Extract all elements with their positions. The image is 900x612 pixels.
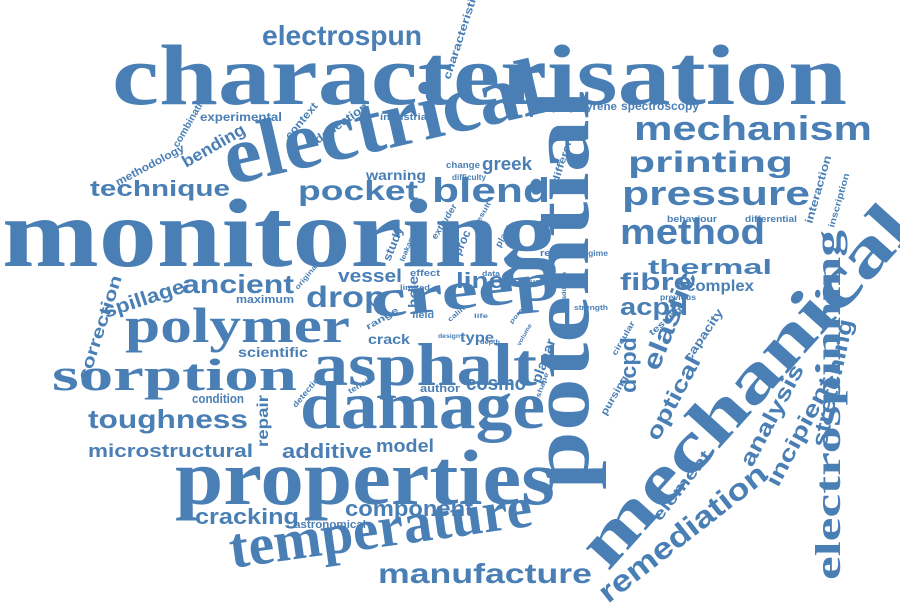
- word: condition: [192, 391, 244, 406]
- word: pressure: [622, 175, 810, 213]
- word: field: [412, 310, 434, 320]
- word: component: [345, 496, 474, 521]
- word: depth: [480, 340, 500, 346]
- word: spectroscopy: [621, 99, 699, 113]
- word: thermal: [648, 257, 772, 279]
- word: monitoring: [2, 180, 557, 288]
- word: ancient: [182, 269, 294, 299]
- word: pocket: [298, 175, 418, 206]
- word: report: [540, 248, 572, 258]
- word: sorption: [52, 349, 297, 400]
- word: hole: [405, 276, 421, 308]
- word: limited: [400, 285, 430, 292]
- word: cracking: [195, 504, 299, 529]
- word: cosmo: [466, 373, 526, 395]
- word: potential: [514, 90, 607, 490]
- word: design: [438, 334, 460, 340]
- word: additive: [282, 441, 372, 463]
- word: damage: [300, 367, 545, 443]
- word: electrospinning: [808, 230, 848, 580]
- word: manufacture: [378, 558, 592, 589]
- word: differential: [745, 214, 797, 224]
- word: author: [420, 383, 461, 395]
- word: model: [376, 436, 434, 456]
- word: industrial: [380, 112, 430, 122]
- word: mechanism: [634, 110, 872, 148]
- word: astronomical: [294, 519, 366, 531]
- word: maximum: [236, 294, 294, 306]
- word: polystyrene: [552, 101, 617, 113]
- word: drop: [306, 281, 386, 314]
- word: addition: [562, 272, 568, 300]
- word: complex: [686, 278, 754, 295]
- word: life: [474, 314, 489, 320]
- word: toughness: [88, 404, 248, 434]
- word: effect: [410, 268, 440, 278]
- word: change: [446, 160, 480, 170]
- word: microstructural: [88, 441, 253, 461]
- word: polymer: [125, 297, 350, 353]
- word: characterisation: [112, 27, 847, 123]
- word: strength: [574, 305, 608, 312]
- word: properties: [175, 434, 555, 521]
- word: line: [456, 268, 504, 293]
- word: square: [520, 279, 548, 286]
- word: greek: [482, 154, 533, 174]
- word: technique: [90, 176, 230, 201]
- word: difficulty: [452, 173, 487, 182]
- word: printing: [628, 146, 793, 179]
- word: data: [482, 271, 500, 278]
- word: previous: [660, 293, 697, 302]
- word: behaviour: [667, 214, 718, 224]
- word: experimental: [200, 110, 282, 124]
- word: method: [620, 211, 765, 252]
- word: crack: [368, 331, 410, 347]
- word: repair: [255, 395, 272, 447]
- word: type: [460, 329, 494, 345]
- word: dcpd: [616, 337, 641, 393]
- word: scientific: [238, 344, 308, 360]
- word: blend: [432, 172, 550, 210]
- word: vessel: [338, 266, 402, 286]
- word: warning: [365, 167, 426, 183]
- word: electrospun: [262, 20, 422, 51]
- word: asphalt: [312, 332, 537, 398]
- word: acpd: [620, 294, 688, 321]
- word: regime: [580, 249, 609, 258]
- word: fibre: [620, 269, 692, 296]
